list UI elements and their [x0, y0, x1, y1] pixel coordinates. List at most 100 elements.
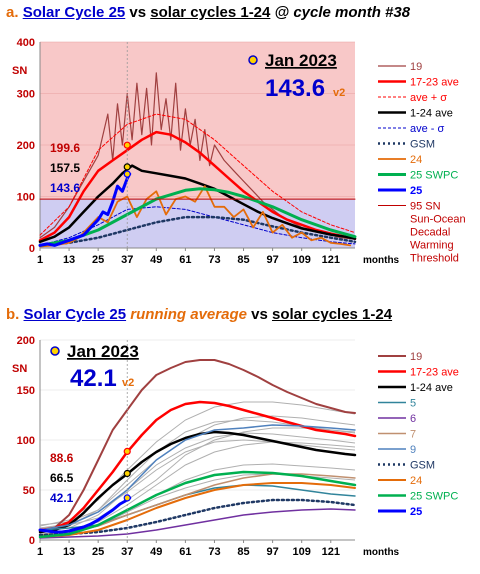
legend-label: 25 — [410, 506, 422, 518]
series-line-6 — [39, 508, 356, 539]
x-tick-label: 73 — [208, 254, 220, 266]
legend-label: 19 — [410, 351, 422, 363]
legend-label: Warming — [410, 240, 454, 252]
x-tick-label: 109 — [293, 254, 311, 266]
legend-label: 24 — [410, 475, 422, 487]
side-value-label: 143.6 — [50, 181, 80, 195]
legend-label: Decadal — [410, 227, 450, 239]
date-label: Jan 2023 — [67, 342, 139, 361]
series-line-gsm — [38, 498, 357, 537]
series-line-ave- — [39, 113, 356, 236]
legend-label: 17-23 ave — [410, 77, 459, 89]
y-tick-label: 0 — [29, 535, 35, 547]
y-tick-label: 400 — [17, 37, 35, 49]
x-tick-label: 61 — [179, 254, 191, 266]
panel-b-prefix: b. — [6, 306, 20, 323]
x-tick-label: 49 — [150, 546, 162, 558]
value-version: v2 — [333, 87, 345, 99]
background-cycle-line — [39, 401, 356, 527]
x-tick-label: 49 — [150, 254, 162, 266]
current-month-marker — [123, 469, 131, 478]
x-tick-label: 37 — [121, 546, 133, 558]
legend-label: 7 — [410, 429, 416, 441]
legend-label: GSM — [410, 460, 435, 472]
x-tick-label: 109 — [293, 546, 311, 558]
panel-b-vs: vs — [251, 306, 268, 323]
panel-bg-above-threshold — [40, 42, 355, 200]
current-month-marker — [123, 494, 131, 502]
x-tick-label: 61 — [179, 546, 191, 558]
x-tick-label: 13 — [63, 254, 75, 266]
panel-a-at: @ cycle month #38 — [274, 4, 411, 21]
legend-label: Threshold — [410, 253, 459, 265]
x-axis-label: months — [363, 547, 400, 558]
series-line-17-23-ave — [38, 130, 357, 242]
y-tick-label: 300 — [17, 89, 35, 101]
x-tick-label: 85 — [237, 546, 249, 558]
legend-label: 25 SWPC — [410, 491, 458, 503]
x-tick-label: 25 — [92, 254, 104, 266]
legend-label: 17-23 ave — [410, 367, 459, 379]
side-value-label: 157.5 — [50, 161, 80, 175]
panel-a-cycles: solar cycles 1-24 — [150, 4, 271, 21]
y-tick-label: 0 — [29, 243, 35, 255]
y-tick-label: 150 — [17, 385, 35, 397]
legend-label: 25 — [410, 185, 422, 197]
x-tick-label: 85 — [237, 254, 249, 266]
value-version: v2 — [122, 377, 134, 389]
x-tick-label: 121 — [322, 546, 340, 558]
side-value-label: 66.5 — [50, 471, 74, 485]
legend-label: 1-24 ave — [410, 382, 453, 394]
legend-label: ave - σ — [410, 123, 445, 135]
legend-label: 25 SWPC — [410, 170, 458, 182]
panel-b-cycles: solar cycles 1-24 — [271, 306, 393, 323]
current-month-marker — [123, 447, 131, 455]
panel-a-vs: vs — [129, 4, 147, 21]
series-line-25 — [38, 172, 132, 247]
y-axis-label: SN — [12, 363, 27, 375]
background-cycle-line — [39, 415, 356, 526]
legend-label: GSM — [410, 139, 435, 151]
panel-b-title: b. Solar Cycle 25 running average vs sol… — [6, 306, 392, 323]
side-value-label: 88.6 — [50, 451, 74, 465]
legend-label: 1-24 ave — [410, 108, 453, 120]
series-line-gsm — [38, 215, 357, 247]
legend-label: ave + σ — [410, 92, 447, 104]
x-axis-label: months — [363, 255, 400, 266]
x-tick-label: 1 — [37, 254, 43, 266]
y-tick-label: 200 — [17, 140, 35, 152]
series-line-9 — [39, 424, 356, 531]
date-marker-icon — [248, 55, 258, 65]
current-month-marker — [123, 141, 131, 149]
side-value-label: 199.6 — [50, 141, 80, 155]
y-tick-label: 50 — [23, 485, 35, 497]
legend-label: 24 — [410, 154, 422, 166]
legend-label: 6 — [410, 413, 416, 425]
series-line-17-23-ave — [38, 400, 357, 532]
series-line-19 — [39, 359, 356, 533]
x-tick-label: 37 — [121, 254, 133, 266]
panel-a-prefix: a. — [6, 4, 19, 21]
big-value: 143.6 — [265, 75, 325, 102]
y-tick-label: 100 — [17, 435, 35, 447]
date-marker-icon — [50, 346, 60, 356]
x-tick-label: 1 — [37, 546, 43, 558]
x-tick-label: 25 — [92, 546, 104, 558]
x-tick-label: 73 — [208, 546, 220, 558]
x-tick-label: 13 — [63, 546, 75, 558]
legend-label: 9 — [410, 444, 416, 456]
legend-label: 19 — [410, 61, 422, 73]
series-line-1-24-ave — [38, 430, 357, 534]
current-month-marker — [123, 170, 131, 178]
current-month-marker — [123, 163, 131, 171]
series-line-25-swpc — [38, 187, 357, 247]
big-value: 42.1 — [70, 365, 117, 392]
y-tick-label: 100 — [17, 192, 35, 204]
series-line-25-swpc — [38, 470, 357, 539]
series-line-24 — [39, 482, 356, 538]
panel-b-mid: running average — [130, 306, 247, 323]
panel-b-cycle: Solar Cycle 25 — [23, 306, 127, 323]
legend-label: 5 — [410, 398, 416, 410]
y-tick-label: 200 — [17, 335, 35, 347]
